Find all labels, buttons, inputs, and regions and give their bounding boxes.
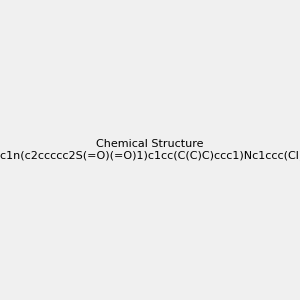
Text: Chemical Structure
O=C(Cc1n(c2ccccc2S(=O)(=O)1)c1cc(C(C)C)ccc1)Nc1ccc(Cl)c(F)c1: Chemical Structure O=C(Cc1n(c2ccccc2S(=O… bbox=[0, 139, 300, 161]
